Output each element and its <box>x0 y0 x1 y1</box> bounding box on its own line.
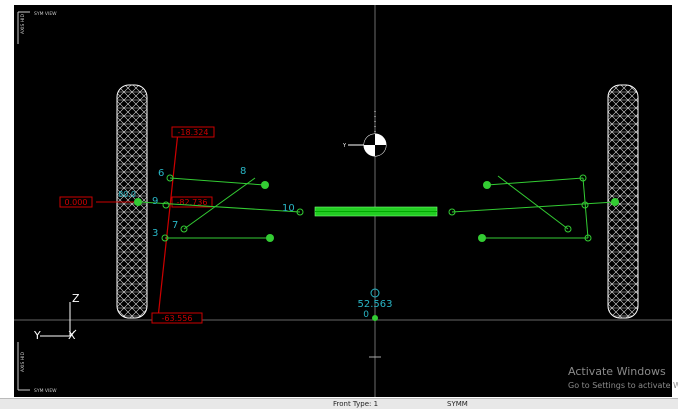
joint <box>478 234 486 242</box>
corner-text: AXIS HID <box>20 352 26 372</box>
triad-label: X <box>68 329 76 342</box>
joint <box>611 198 619 206</box>
origin-point <box>372 315 378 321</box>
point-label: 3 <box>152 228 158 239</box>
watermark-subtitle: Go to Settings to activate W <box>568 381 678 390</box>
red-label: 0.000 <box>65 198 88 207</box>
point-label: 7 <box>172 220 178 231</box>
red-label-box <box>171 196 213 208</box>
upright <box>157 131 179 319</box>
joint <box>134 198 142 206</box>
red-label-box <box>171 126 215 138</box>
corner-mark <box>17 11 30 44</box>
view-marker: Y <box>342 111 387 157</box>
zero-label: 0 <box>363 310 369 320</box>
red-label: -63.556 <box>162 314 193 323</box>
joint <box>261 181 269 189</box>
red-label: -18.324 <box>178 128 209 137</box>
triad <box>40 302 77 337</box>
point-label: 10 <box>282 203 295 214</box>
red-label-box <box>59 196 93 208</box>
right-linkage <box>448 174 616 242</box>
corner-mark <box>17 342 30 391</box>
point-label: 6 <box>158 168 164 179</box>
red-label-box <box>151 312 203 324</box>
corner-text: SYM VIEW <box>34 11 57 17</box>
triad-label: Y <box>33 329 41 342</box>
point-labels: 6 8 9 7 3 10 <box>152 166 295 239</box>
status-bar: Front Type: 1 SYMM <box>0 398 678 409</box>
marker-axis: Y <box>342 143 347 149</box>
status-mode: SYMM <box>447 400 468 408</box>
viewport-bg <box>14 5 672 397</box>
right-tire <box>607 84 639 319</box>
cg-value: 52.563 <box>358 299 393 310</box>
corner-text: AXIS HID <box>20 14 26 34</box>
cad-viewport: SYM VIEW AXIS HID SYM VIEW AXIS HID -18.… <box>14 5 678 397</box>
corner-text: SYM VIEW <box>34 388 57 394</box>
point-label: 8 <box>240 166 246 177</box>
status-front-type: Front Type: 1 <box>333 400 379 408</box>
joint <box>483 181 491 189</box>
triad-label: Z <box>72 292 80 305</box>
red-label: -82.736 <box>177 198 208 207</box>
cg-marker <box>370 288 380 298</box>
small-label: 80.0 <box>118 190 136 199</box>
point-label: 9 <box>152 196 158 207</box>
watermark-title: Activate Windows <box>568 365 666 378</box>
left-linkage <box>139 174 304 242</box>
joint <box>266 234 274 242</box>
